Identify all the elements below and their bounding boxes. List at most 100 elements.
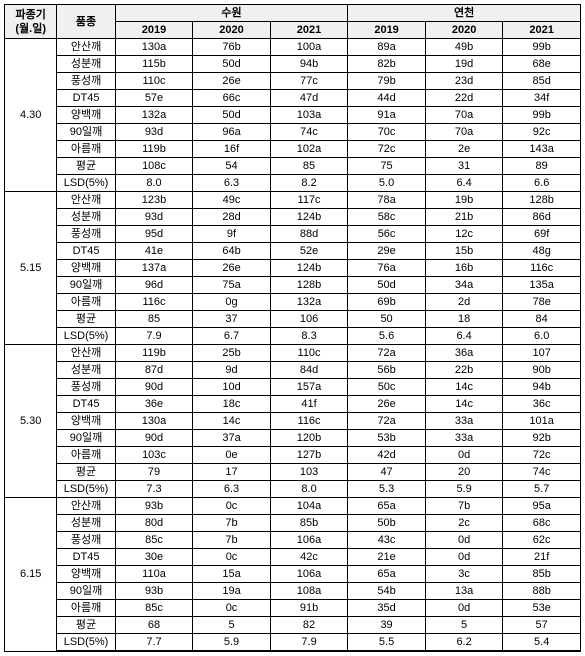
data-cell: 42d xyxy=(348,447,426,464)
data-cell: 116c xyxy=(503,260,581,277)
table-row: 90일깨93d96a74c70c70a92c xyxy=(5,124,581,141)
variety-cell: 양백깨 xyxy=(57,260,115,277)
data-cell: 87d xyxy=(115,362,193,379)
variety-cell: 아름깨 xyxy=(57,447,115,464)
data-cell: 0c xyxy=(193,549,271,566)
table-row: LSD(5%)7.36.38.05.35.95.7 xyxy=(5,481,581,498)
data-cell: 26e xyxy=(348,396,426,413)
data-cell: 95a xyxy=(503,498,581,515)
data-cell: 120b xyxy=(270,430,348,447)
data-cell: 90d xyxy=(115,379,193,396)
table-row: 평균108c5485753189 xyxy=(5,158,581,175)
variety-cell: 아름깨 xyxy=(57,600,115,617)
data-cell: 43c xyxy=(348,532,426,549)
data-cell: 92c xyxy=(503,124,581,141)
data-cell: 50d xyxy=(348,277,426,294)
table-row: 90일깨93b19a108a54b13a88b xyxy=(5,583,581,600)
table-row: 평균6858239557 xyxy=(5,617,581,634)
data-cell: 10d xyxy=(193,379,271,396)
data-cell: 78a xyxy=(348,192,426,209)
data-cell: 75 xyxy=(348,158,426,175)
variety-cell: DT45 xyxy=(57,549,115,566)
variety-cell: 평균 xyxy=(57,617,115,634)
data-cell: 94b xyxy=(503,379,581,396)
data-cell: 5.7 xyxy=(503,481,581,498)
data-cell: 36a xyxy=(425,345,503,362)
data-cell: 72c xyxy=(503,447,581,464)
data-cell: 0c xyxy=(193,498,271,515)
table-row: 양백깨110a15a106a65a3c85b xyxy=(5,566,581,583)
table-row: 양백깨137a26e124b76a16b116c xyxy=(5,260,581,277)
data-cell: 65a xyxy=(348,566,426,583)
variety-cell: 90일깨 xyxy=(57,583,115,600)
data-cell: 93d xyxy=(115,209,193,226)
data-cell: 25b xyxy=(193,345,271,362)
data-cell: 15a xyxy=(193,566,271,583)
sowing-date-cell: 6.15 xyxy=(5,498,57,652)
data-cell: 52e xyxy=(270,243,348,260)
table-row: 성분깨80d7b85b50b2c68c xyxy=(5,515,581,532)
data-cell: 37a xyxy=(193,430,271,447)
header-region2: 연천 xyxy=(348,5,581,22)
table-row: 평균7917103472074c xyxy=(5,464,581,481)
data-cell: 106a xyxy=(270,532,348,549)
data-cell: 9f xyxy=(193,226,271,243)
data-cell: 76b xyxy=(193,39,271,56)
data-cell: 119b xyxy=(115,345,193,362)
data-cell: 8.0 xyxy=(270,481,348,498)
data-cell: 50d xyxy=(193,107,271,124)
data-cell: 70a xyxy=(425,107,503,124)
variety-cell: LSD(5%) xyxy=(57,481,115,498)
table-row: 양백깨130a14c116c72a33a101a xyxy=(5,413,581,430)
variety-cell: 풍성깨 xyxy=(57,226,115,243)
data-cell: 82b xyxy=(348,56,426,73)
data-cell: 130a xyxy=(115,39,193,56)
data-cell: 116c xyxy=(270,413,348,430)
data-cell: 5.0 xyxy=(348,175,426,192)
variety-cell: 풍성깨 xyxy=(57,532,115,549)
data-cell: 104a xyxy=(270,498,348,515)
data-cell: 62c xyxy=(503,532,581,549)
variety-cell: 양백깨 xyxy=(57,107,115,124)
table-row: 성분깨93d28d124b58c21b86d xyxy=(5,209,581,226)
data-cell: 14c xyxy=(425,379,503,396)
data-cell: 85 xyxy=(115,311,193,328)
data-cell: 119b xyxy=(115,141,193,158)
data-cell: 99b xyxy=(503,39,581,56)
data-cell: 31 xyxy=(425,158,503,175)
data-cell: 3c xyxy=(425,566,503,583)
data-cell: 116c xyxy=(115,294,193,311)
table-row: 풍성깨110c26e77c79b23d85d xyxy=(5,73,581,90)
variety-cell: 평균 xyxy=(57,464,115,481)
data-cell: 85d xyxy=(503,73,581,90)
variety-cell: 안산깨 xyxy=(57,39,115,56)
data-cell: 16f xyxy=(193,141,271,158)
data-cell: 26e xyxy=(193,260,271,277)
data-cell: 89a xyxy=(348,39,426,56)
data-cell: 117c xyxy=(270,192,348,209)
data-cell: 96a xyxy=(193,124,271,141)
header-variety: 품종 xyxy=(57,5,115,39)
data-cell: 28d xyxy=(193,209,271,226)
data-cell: 23d xyxy=(425,73,503,90)
header-sowing: 파종기(월.일) xyxy=(5,5,57,39)
data-cell: 70c xyxy=(348,124,426,141)
data-cell: 37 xyxy=(193,311,271,328)
data-cell: 124b xyxy=(270,260,348,277)
data-cell: 57e xyxy=(115,90,193,107)
data-cell: 21b xyxy=(425,209,503,226)
header-year: 2019 xyxy=(115,22,193,39)
data-cell: 14c xyxy=(193,413,271,430)
data-cell: 9d xyxy=(193,362,271,379)
sowing-date-cell: 4.30 xyxy=(5,39,57,192)
data-cell: 7b xyxy=(425,498,503,515)
data-cell: 69f xyxy=(503,226,581,243)
data-cell: 85c xyxy=(115,600,193,617)
data-cell: 85b xyxy=(503,566,581,583)
data-cell: 89 xyxy=(503,158,581,175)
data-cell: 72c xyxy=(348,141,426,158)
data-cell: 50b xyxy=(348,515,426,532)
data-cell: 50 xyxy=(348,311,426,328)
table-row: 5.15안산깨123b49c117c78a19b128b xyxy=(5,192,581,209)
table-row: 90일깨96d75a128b50d34a135a xyxy=(5,277,581,294)
